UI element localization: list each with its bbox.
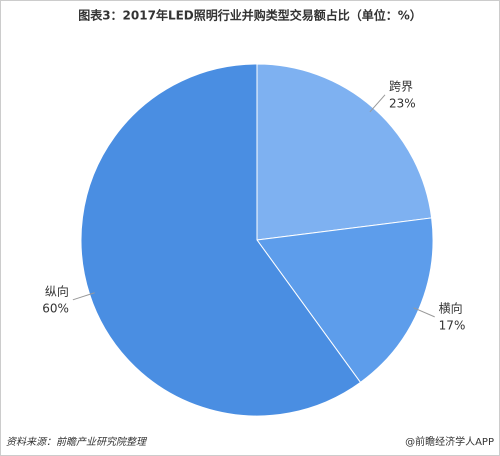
source: 资料来源：前瞻产业研究院整理 xyxy=(6,436,148,448)
leader-line xyxy=(413,307,435,318)
leader-line xyxy=(369,94,386,113)
chart-title: 图表3：2017年LED照明行业并购类型交易额占比（单位：%） xyxy=(78,8,422,23)
slice-label: 纵向 xyxy=(45,283,69,298)
slice-label: 横向 xyxy=(439,300,463,315)
leader-line xyxy=(72,292,95,301)
value-label: 23% xyxy=(389,96,416,110)
value-label: 17% xyxy=(439,318,466,332)
slice-label: 跨界 xyxy=(389,79,413,93)
value-label: 60% xyxy=(42,301,69,315)
credit: @前瞻经济学人APP xyxy=(405,435,494,448)
